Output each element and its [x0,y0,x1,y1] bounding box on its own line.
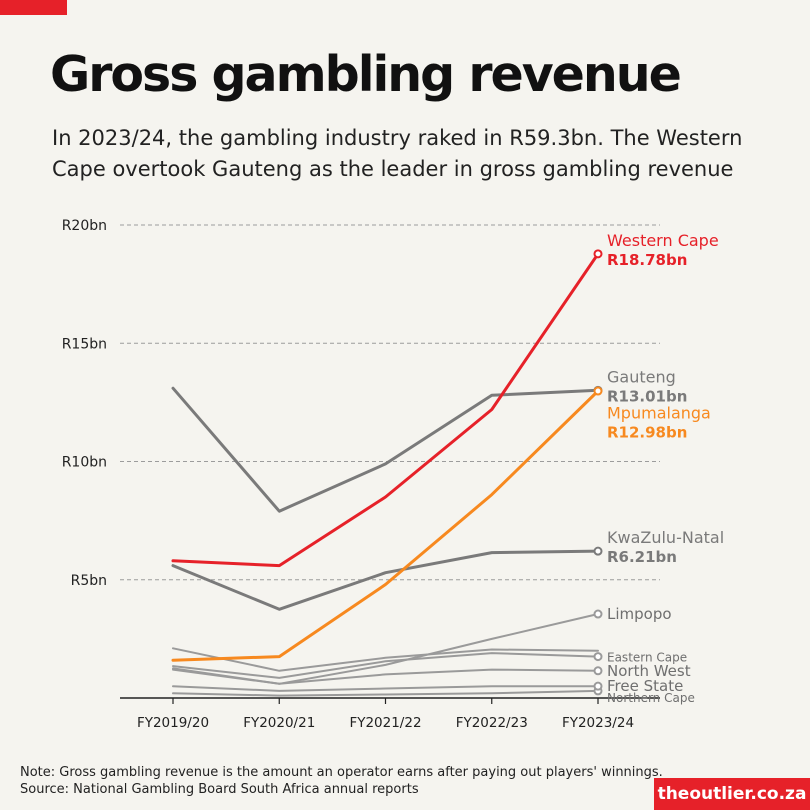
series-end-marker [593,546,603,556]
x-tick-label: FY2022/23 [456,715,528,731]
y-tick-label: R10bn [62,455,107,471]
top-accent-bar [0,0,67,15]
series-end-marker [593,652,603,662]
x-tick-label: FY2020/21 [243,715,315,731]
series-label: Free State [607,677,683,695]
series-label: Mpumalanga [607,403,711,422]
note-text: Note: Gross gambling revenue is the amou… [20,765,663,780]
series-value-label: R13.01bn [607,387,687,405]
subtitle-line-1: In 2023/24, the gambling industry raked … [52,126,743,150]
chart-subtitle: In 2023/24, the gambling industry raked … [52,123,772,185]
subtitle-line-2: Cape overtook Gauteng as the leader in g… [52,157,734,181]
x-tick-label: FY2021/22 [349,715,421,731]
series-end-marker [593,666,603,676]
y-tick-label: R15bn [62,336,107,352]
series-end-marker [593,386,603,396]
series-end-marker [593,249,603,259]
series-line [172,652,599,679]
series-label: Eastern Cape [607,651,687,665]
footnote: Note: Gross gambling revenue is the amou… [20,764,663,798]
series-label: Limpopo [607,605,672,623]
series-label: KwaZulu-Natal [607,528,724,547]
series-value-label: R6.21bn [607,548,677,566]
series-line [171,252,600,568]
x-tick-label: FY2019/20 [137,715,209,731]
series-line [172,613,599,685]
series-line [172,647,599,672]
series-line [171,386,600,513]
series-label: Gauteng [607,367,676,386]
brand-logo: theoutlier.co.za [654,778,810,810]
series-line [171,389,600,662]
series-line [172,685,599,692]
series-label: Western Cape [607,231,719,250]
y-tick-label: R5bn [71,573,107,589]
x-tick-label: FY2023/24 [562,715,634,731]
series-value-label: R18.78bn [607,251,687,269]
series-label: Northern Cape [607,691,695,705]
series-value-label: R12.98bn [607,423,687,441]
series-end-marker [593,609,603,619]
series-line [171,549,600,611]
series-line [172,689,599,697]
page-title: Gross gambling revenue [50,46,682,103]
source-text: Source: National Gambling Board South Af… [20,782,419,797]
y-tick-label: R20bn [62,218,107,234]
series-label: North West [607,662,691,680]
series-end-marker [593,681,603,691]
